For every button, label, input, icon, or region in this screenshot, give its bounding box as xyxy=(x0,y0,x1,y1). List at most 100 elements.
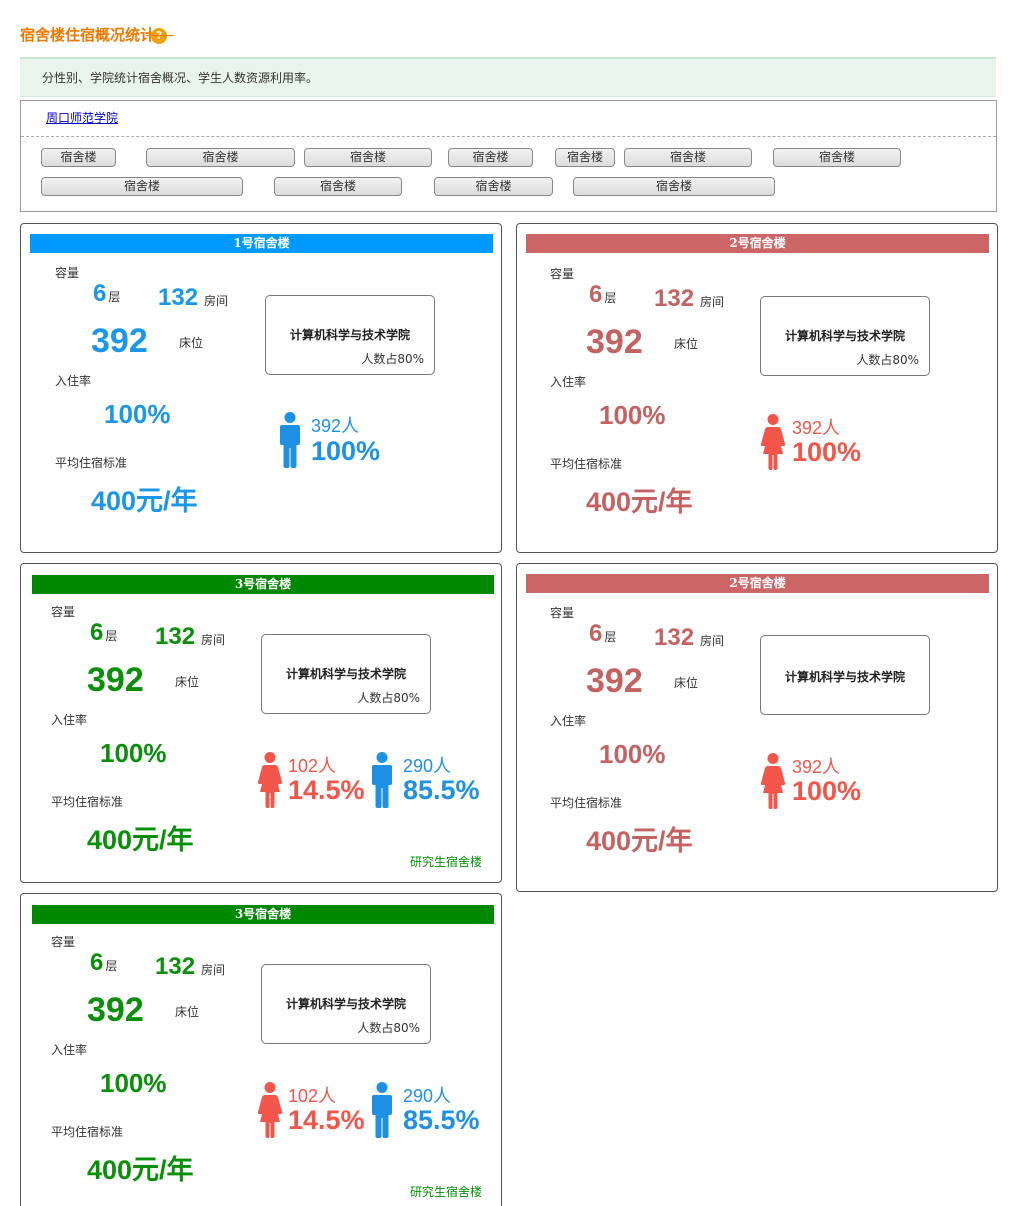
avg-standard-label: 平均住宿标准 xyxy=(55,456,128,470)
beds-value: 392 xyxy=(586,662,643,700)
beds-value: 392 xyxy=(586,323,643,361)
rooms-value: 132 房间 xyxy=(158,284,229,311)
male-count: 290人 xyxy=(403,756,452,776)
college-box[interactable]: 计算机科学与技术学院 xyxy=(760,635,930,715)
female-icon xyxy=(760,753,786,809)
filter-panel: 周口师范学院 宿舍楼 宿舍楼 宿舍楼 宿舍楼 宿舍楼 宿舍楼 宿舍楼 宿舍楼 宿… xyxy=(20,100,997,212)
building-button-1[interactable]: 宿舍楼 xyxy=(41,148,116,167)
building-button-6[interactable]: 宿舍楼 xyxy=(624,148,752,167)
graduate-note: 研究生宿舍楼 xyxy=(409,1185,482,1199)
school-link[interactable]: 周口师范学院 xyxy=(46,111,119,125)
price-value: 400元/年 xyxy=(87,825,194,855)
building-button-9[interactable]: 宿舍楼 xyxy=(274,177,402,196)
male-percent: 100% xyxy=(311,436,381,466)
avg-standard-label: 平均住宿标准 xyxy=(51,795,124,809)
price-value: 400元/年 xyxy=(586,487,693,517)
beds-unit: 床位 xyxy=(175,1005,200,1019)
building-button-10[interactable]: 宿舍楼 xyxy=(434,177,553,196)
capacity-label: 容量 xyxy=(550,267,575,281)
college-box[interactable]: 计算机科学与技术学院 人数占80% xyxy=(261,964,431,1044)
building-button-8[interactable]: 宿舍楼 xyxy=(41,177,243,196)
capacity-label: 容量 xyxy=(55,266,80,280)
beds-value: 392 xyxy=(87,661,144,699)
college-name: 计算机科学与技术学院 xyxy=(784,329,905,343)
description-text: 分性别、学院统计宿舍概况、学生人数资源利用率。 xyxy=(42,71,319,85)
female-icon xyxy=(760,414,786,470)
college-name: 计算机科学与技术学院 xyxy=(289,328,410,342)
female-percent: 14.5% xyxy=(288,775,365,805)
beds-unit: 床位 xyxy=(179,336,204,350)
male-icon xyxy=(371,752,393,808)
female-count: 392人 xyxy=(792,757,841,777)
female-percent: 100% xyxy=(792,437,862,467)
rooms-value: 132 房间 xyxy=(654,624,725,651)
building-button-3[interactable]: 宿舍楼 xyxy=(304,148,432,167)
college-name: 计算机科学与技术学院 xyxy=(285,997,406,1011)
occupancy-value: 100% xyxy=(100,738,167,768)
college-box[interactable]: 计算机科学与技术学院 人数占80% xyxy=(760,296,930,376)
beds-value: 392 xyxy=(91,322,148,360)
female-count: 392人 xyxy=(792,418,841,438)
avg-standard-label: 平均住宿标准 xyxy=(51,1125,124,1139)
occupancy-value: 100% xyxy=(100,1068,167,1098)
avg-standard-label: 平均住宿标准 xyxy=(550,796,623,810)
building-button-11[interactable]: 宿舍楼 xyxy=(573,177,775,196)
capacity-label: 容量 xyxy=(51,605,76,619)
price-value: 400元/年 xyxy=(87,1155,194,1185)
beds-value: 392 xyxy=(87,991,144,1029)
college-box[interactable]: 计算机科学与技术学院 人数占80% xyxy=(261,634,431,714)
building-button-2[interactable]: 宿舍楼 xyxy=(146,148,295,167)
college-ratio: 人数占80% xyxy=(361,352,424,366)
card-title: 2号宿舍楼 xyxy=(526,234,989,253)
help-icon[interactable]: ? xyxy=(151,28,168,44)
occupancy-value: 100% xyxy=(599,739,666,769)
price-value: 400元/年 xyxy=(91,486,198,516)
college-ratio: 人数占80% xyxy=(856,353,919,367)
female-percent: 100% xyxy=(792,776,862,806)
card-title: 3号宿舍楼 xyxy=(32,575,494,594)
beds-unit: 床位 xyxy=(175,675,200,689)
rooms-value: 132 房间 xyxy=(155,953,226,980)
occupancy-label: 入住率 xyxy=(51,1043,88,1057)
rooms-value: 132 房间 xyxy=(654,285,725,312)
occupancy-value: 100% xyxy=(599,400,666,430)
occupancy-label: 入住率 xyxy=(550,714,587,728)
male-count: 392人 xyxy=(311,416,360,436)
college-box[interactable]: 计算机科学与技术学院 人数占80% xyxy=(265,295,435,375)
building-button-7[interactable]: 宿舍楼 xyxy=(773,148,901,167)
female-percent: 14.5% xyxy=(288,1105,365,1135)
male-percent: 85.5% xyxy=(403,775,480,805)
female-icon xyxy=(257,1082,283,1138)
building-button-4[interactable]: 宿舍楼 xyxy=(448,148,533,167)
description-bar: 分性别、学院统计宿舍概况、学生人数资源利用率。 xyxy=(20,57,996,97)
occupancy-value: 100% xyxy=(104,399,171,429)
school-row: 周口师范学院 xyxy=(21,101,996,137)
college-ratio: 人数占80% xyxy=(357,1021,420,1035)
beds-unit: 床位 xyxy=(674,676,699,690)
rooms-value: 132 房间 xyxy=(155,623,226,650)
occupancy-label: 入住率 xyxy=(51,713,88,727)
building-button-5[interactable]: 宿舍楼 xyxy=(555,148,615,167)
college-name: 计算机科学与技术学院 xyxy=(784,670,905,684)
female-icon xyxy=(257,752,283,808)
college-ratio: 人数占80% xyxy=(357,691,420,705)
college-name: 计算机科学与技术学院 xyxy=(285,667,406,681)
card-title: 1号宿舍楼 xyxy=(30,234,493,253)
occupancy-label: 入住率 xyxy=(55,374,92,388)
beds-unit: 床位 xyxy=(674,337,699,351)
male-percent: 85.5% xyxy=(403,1105,480,1135)
graduate-note: 研究生宿舍楼 xyxy=(409,855,482,869)
male-count: 290人 xyxy=(403,1086,452,1106)
price-value: 400元/年 xyxy=(586,826,693,856)
occupancy-label: 入住率 xyxy=(550,375,587,389)
male-icon xyxy=(279,412,301,468)
